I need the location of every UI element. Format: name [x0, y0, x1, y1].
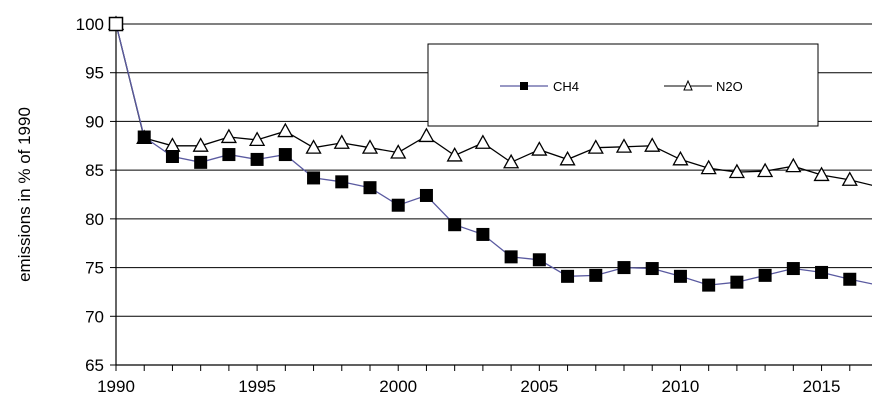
point-N2O-1999	[361, 139, 379, 154]
legend-label-CH4: CH4	[553, 79, 579, 94]
y-tick-label-65: 65	[85, 356, 104, 375]
point-CH4-2011	[702, 278, 716, 292]
tick-labels: 65 70 75 80 85 90 95 100 1990 1995 2000 2005 2010 201…	[76, 15, 841, 396]
series-line-N2O	[115, 23, 872, 186]
point-N2O-2000	[390, 144, 407, 159]
point-N2O-2008	[615, 138, 633, 153]
point-N2O-1998	[333, 134, 350, 149]
point-CH4-2004	[504, 250, 518, 264]
point-N2O-1996	[277, 122, 294, 138]
point-N2O-2001	[418, 127, 435, 143]
point-N2O-1994	[220, 128, 237, 144]
x-tick-label-1990: 1990	[97, 377, 135, 396]
point-N2O-2016	[841, 171, 858, 186]
point-CH4-2009	[645, 262, 659, 276]
point-CH4-2013	[758, 268, 772, 282]
y-tick-label-100: 100	[76, 15, 104, 34]
point-CH4-1992	[165, 150, 179, 164]
point-N2O-1993	[192, 137, 209, 152]
y-tick-label-85: 85	[85, 161, 104, 180]
point-N2O-2004	[503, 153, 520, 169]
x-tick-label-2005: 2005	[520, 377, 558, 396]
point-N2O-2002	[446, 146, 463, 162]
point-CH4-2002	[448, 218, 462, 232]
point-N2O-2012	[728, 163, 745, 179]
y-tick-label-80: 80	[85, 210, 104, 229]
point-CH4-2016	[843, 272, 857, 286]
y-tick-label-70: 70	[85, 307, 104, 326]
x-tick-label-2000: 2000	[379, 377, 417, 396]
y-tick-label-75: 75	[85, 259, 104, 278]
point-N2O-1997	[305, 139, 322, 154]
point-N2O-2013	[757, 162, 774, 178]
series-CH4	[109, 17, 872, 292]
point-CH4-2014	[786, 262, 800, 276]
y-tick-label-90: 90	[85, 112, 104, 131]
point-CH4-2003	[476, 227, 490, 241]
point-N2O-2010	[672, 150, 689, 166]
point-CH4-2000	[391, 198, 405, 212]
point-CH4-1996	[278, 148, 292, 162]
point-CH4-2012	[730, 275, 744, 289]
axes	[110, 22, 872, 371]
series-group	[107, 15, 872, 292]
point-N2O-2003	[474, 134, 491, 149]
legend-marker-N2O	[683, 79, 693, 91]
x-tick-label-2015: 2015	[803, 377, 841, 396]
x-tick-label-2010: 2010	[662, 377, 700, 396]
point-CH4-2007	[589, 268, 603, 282]
legend-box	[427, 43, 819, 127]
point-start-1990	[108, 16, 124, 32]
point-CH4-2010	[673, 269, 687, 283]
point-N2O-2011	[700, 159, 717, 175]
point-CH4-2008	[617, 261, 631, 275]
legend-label-N2O: N2O	[716, 79, 743, 94]
point-N2O-1995	[249, 131, 266, 146]
point-N2O-2009	[644, 137, 661, 152]
point-CH4-2001	[419, 188, 433, 202]
series-line-CH4	[115, 23, 872, 286]
point-N2O-2015	[813, 166, 830, 182]
point-N2O-2014	[785, 157, 802, 173]
point-CH4-1994	[222, 148, 236, 162]
legend: CH4 N2O	[427, 43, 819, 127]
y-axis-label: emissions in % of 1990	[15, 107, 34, 282]
point-CH4-1997	[307, 171, 321, 185]
point-N2O-2007	[587, 139, 604, 154]
point-CH4-2005	[532, 253, 546, 267]
point-CH4-1995	[250, 152, 264, 166]
point-CH4-1999	[363, 181, 377, 195]
x-tick-label-1995: 1995	[238, 377, 276, 396]
point-CH4-1993	[194, 155, 208, 169]
point-N2O-2006	[559, 150, 576, 166]
point-N2O-2005	[531, 141, 548, 156]
point-CH4-2006	[561, 269, 575, 283]
point-CH4-1998	[335, 175, 349, 189]
y-tick-label-95: 95	[85, 64, 104, 83]
legend-marker-CH4	[520, 82, 528, 90]
point-CH4-1991	[137, 130, 151, 144]
point-CH4-2015	[815, 265, 829, 279]
